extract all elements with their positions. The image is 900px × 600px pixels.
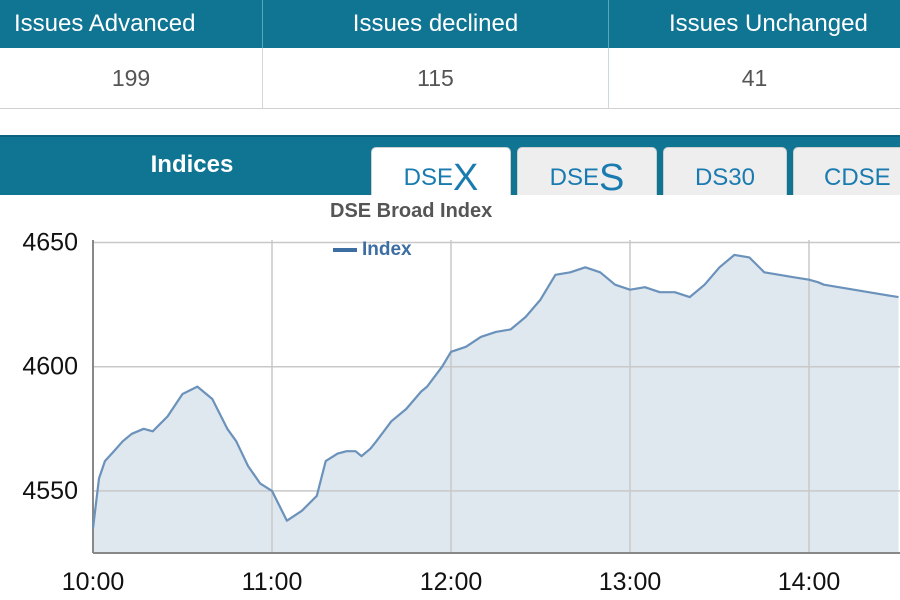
x-tick-1: 11:00 [242,568,303,596]
y-tick-4650: 4650 [22,228,78,256]
y-tick-4550: 4550 [22,477,78,505]
issues-header-row: Issues Advanced Issues declined Issues U… [0,0,900,48]
indices-bar: Indices DSE X DSE S DS30 CDSE [0,135,900,207]
indices-title: Indices [150,151,234,178]
dse-broad-index-chart: 4550 4600 4650 10:00 11:00 12:00 13:00 14:00 DS… [0,195,900,600]
x-tick-2: 12:00 [420,568,483,596]
issues-unchanged-value: 41 [608,48,900,108]
issues-declined-value: 115 [262,48,608,108]
tab-dses-prefix: DSE [549,163,599,191]
legend-swatch [333,248,357,252]
legend-label: Index [362,239,412,260]
tab-dsex-prefix: DSE [403,163,453,191]
issues-value-row: 199 115 41 [0,48,900,109]
chart-legend[interactable]: Index [333,239,412,261]
y-tick-4600: 4600 [22,353,78,381]
issues-declined-header: Issues declined [262,0,608,48]
x-tick-4: 14:00 [778,568,841,596]
tab-dsex-letter: X [453,156,479,199]
x-tick-3: 13:00 [599,568,662,596]
index-line [91,253,899,529]
index-area [93,254,899,553]
x-tick-0: 10:00 [62,568,125,596]
issues-unchanged-header: Issues Unchanged [608,0,900,48]
chart-title: DSE Broad Index [330,200,493,222]
issues-advanced-value: 199 [111,64,151,91]
chart-canvas: 4550 4600 4650 10:00 11:00 12:00 13:00 14:00 [22,228,900,596]
issues-advanced-header: Issues Advanced [14,10,196,37]
tab-dses-letter: S [599,156,625,199]
